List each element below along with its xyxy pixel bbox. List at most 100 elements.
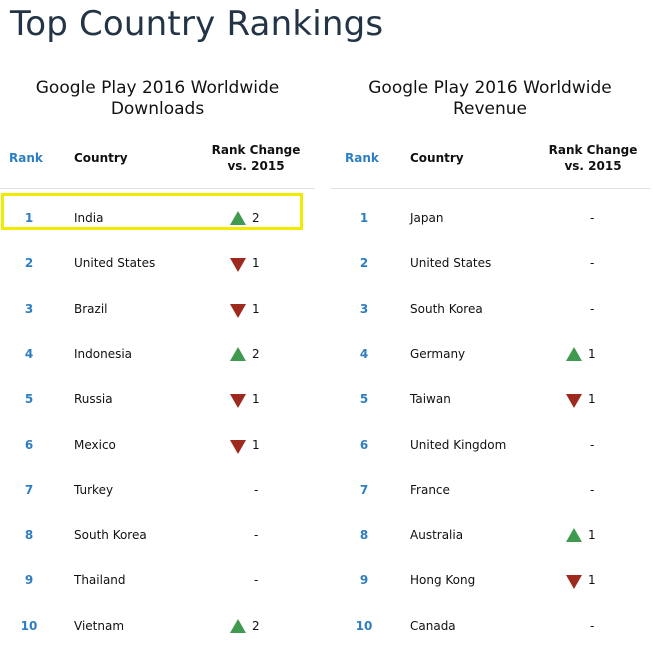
no-change-dash: - (254, 573, 259, 587)
country-column-header: Country (410, 151, 464, 165)
table-row: 5 Russia 1 (0, 392, 315, 412)
rank-change-value: 1 (588, 347, 596, 361)
rank-change-value: 1 (588, 573, 596, 587)
table-row: 3 South Korea - (330, 302, 650, 322)
rank-cell: 3 (24, 302, 34, 316)
no-change-dash: - (590, 302, 595, 316)
table-row: 6 Mexico 1 (0, 438, 315, 458)
rank-change-cell: 1 (228, 438, 288, 458)
rank-change-cell: - (228, 483, 288, 503)
rank-change-column-header: Rank Change vs. 2015 (533, 142, 653, 174)
rank-change-cell: - (564, 483, 624, 503)
rank-cell: 10 (355, 619, 373, 633)
country-cell: Japan (410, 211, 444, 225)
country-cell: Thailand (74, 573, 126, 587)
down-arrow-icon (230, 440, 246, 454)
country-cell: South Korea (74, 528, 147, 542)
country-cell: India (74, 211, 104, 225)
rank-cell: 2 (359, 256, 369, 270)
up-arrow-icon (230, 211, 246, 225)
revenue-panel: Google Play 2016 Worldwide Revenue Rank … (330, 78, 650, 633)
table-row: 6 United Kingdom - (330, 438, 650, 458)
country-cell: Vietnam (74, 619, 125, 633)
table-row: 2 United States 1 (0, 256, 315, 276)
rank-change-cell: 2 (228, 347, 288, 367)
rank-cell: 7 (359, 483, 369, 497)
rank-change-cell: 2 (228, 619, 288, 639)
table-row: 7 Turkey - (0, 483, 315, 503)
rank-cell: 1 (359, 211, 369, 225)
rank-change-cell: 1 (564, 392, 624, 412)
table-row: 5 Taiwan 1 (330, 392, 650, 412)
no-change-dash: - (590, 438, 595, 452)
rank-cell: 8 (24, 528, 34, 542)
rank-cell: 6 (24, 438, 34, 452)
rank-column-header: Rank (345, 151, 379, 165)
no-change-dash: - (254, 528, 259, 542)
rank-change-cell: - (564, 211, 624, 231)
highlight-box (1, 193, 303, 230)
country-cell: Russia (74, 392, 113, 406)
table-row: 1 Japan - (330, 211, 650, 231)
header-divider (330, 188, 650, 189)
table-row: 2 United States - (330, 256, 650, 276)
no-change-dash: - (590, 619, 595, 633)
rank-cell: 4 (24, 347, 34, 361)
rank-cell: 7 (24, 483, 34, 497)
header-divider (0, 188, 315, 189)
country-cell: United States (410, 256, 492, 270)
rank-change-value: 1 (588, 392, 596, 406)
rank-change-column-header: Rank Change vs. 2015 (196, 142, 316, 174)
down-arrow-icon (230, 258, 246, 272)
rank-change-value: 2 (252, 347, 260, 361)
country-column-header: Country (74, 151, 128, 165)
rank-cell: 8 (359, 528, 369, 542)
rank-cell: 5 (359, 392, 369, 406)
table-row: 10 Vietnam 2 (0, 619, 315, 639)
down-arrow-icon (230, 304, 246, 318)
country-cell: Indonesia (74, 347, 133, 361)
rank-cell: 4 (359, 347, 369, 361)
rank-change-header-line1: Rank Change (548, 143, 638, 157)
up-arrow-icon (230, 619, 246, 633)
rank-change-cell: 1 (564, 347, 624, 367)
table-row: 4 Indonesia 2 (0, 347, 315, 367)
down-arrow-icon (566, 394, 582, 408)
downloads-header-row: Rank Country Rank Change vs. 2015 (0, 142, 315, 188)
downloads-table-title: Google Play 2016 Worldwide Downloads (35, 78, 280, 119)
rank-change-cell: - (228, 573, 288, 593)
country-cell: Taiwan (410, 392, 451, 406)
down-arrow-icon (230, 394, 246, 408)
country-cell: Hong Kong (410, 573, 476, 587)
down-arrow-icon (566, 575, 582, 589)
country-cell: United States (74, 256, 156, 270)
rank-change-cell: - (564, 619, 624, 639)
rank-change-cell: 1 (228, 256, 288, 276)
rank-cell: 1 (24, 211, 34, 225)
rank-change-cell: - (228, 528, 288, 548)
country-cell: Turkey (74, 483, 114, 497)
country-cell: Brazil (74, 302, 108, 316)
rank-cell: 9 (359, 573, 369, 587)
country-cell: France (410, 483, 450, 497)
table-row: 1 India 2 (0, 211, 315, 231)
table-row: 7 France - (330, 483, 650, 503)
rank-change-cell: - (564, 256, 624, 276)
revenue-table-title: Google Play 2016 Worldwide Revenue (368, 78, 612, 119)
rank-change-cell: 2 (228, 211, 288, 231)
country-cell: Mexico (74, 438, 116, 452)
up-arrow-icon (566, 347, 582, 361)
up-arrow-icon (566, 528, 582, 542)
country-cell: South Korea (410, 302, 483, 316)
rank-change-value: 2 (252, 619, 260, 633)
no-change-dash: - (590, 256, 595, 270)
rank-change-cell: 1 (228, 302, 288, 322)
rank-change-cell: - (564, 302, 624, 322)
rank-cell: 10 (20, 619, 38, 633)
rank-column-header: Rank (9, 151, 43, 165)
table-row: 9 Hong Kong 1 (330, 573, 650, 593)
rank-change-value: 1 (252, 438, 260, 452)
page-title: Top Country Rankings (10, 4, 384, 44)
rank-change-cell: 1 (564, 528, 624, 548)
rank-cell: 3 (359, 302, 369, 316)
